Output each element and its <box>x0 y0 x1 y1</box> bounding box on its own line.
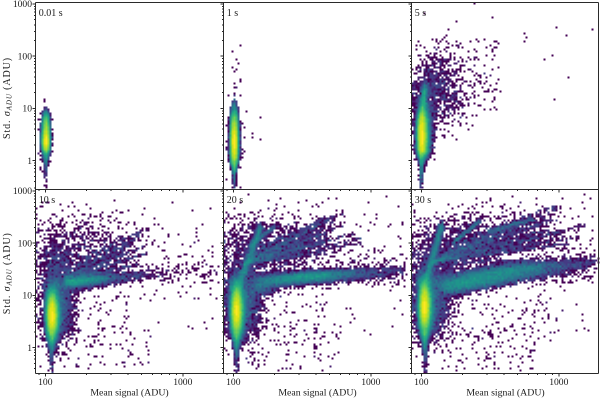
svg-text:Std. σADU (ADU): Std. σADU (ADU) <box>2 232 14 314</box>
svg-text:1: 1 <box>27 343 32 354</box>
svg-text:1000: 1000 <box>173 377 192 388</box>
svg-text:1000: 1000 <box>13 186 32 197</box>
svg-text:1: 1 <box>27 156 32 167</box>
svg-text:100: 100 <box>38 377 53 388</box>
svg-text:100: 100 <box>226 377 241 388</box>
svg-text:Mean signal (ADU): Mean signal (ADU) <box>90 388 168 399</box>
svg-text:Std. σADU (ADU): Std. σADU (ADU) <box>2 57 14 139</box>
svg-text:1000: 1000 <box>13 0 32 10</box>
svg-text:10 s: 10 s <box>39 195 56 206</box>
svg-text:1000: 1000 <box>361 377 380 388</box>
svg-text:30 s: 30 s <box>415 195 432 206</box>
svg-text:1 s: 1 s <box>227 8 239 19</box>
svg-text:10: 10 <box>22 291 32 302</box>
svg-text:100: 100 <box>18 51 33 62</box>
svg-text:100: 100 <box>18 238 33 249</box>
svg-text:10: 10 <box>22 104 32 115</box>
svg-text:1000: 1000 <box>549 377 568 388</box>
svg-text:100: 100 <box>414 377 429 388</box>
svg-text:5 s: 5 s <box>415 8 427 19</box>
svg-text:0.01 s: 0.01 s <box>39 8 63 19</box>
svg-text:Mean signal (ADU): Mean signal (ADU) <box>278 388 356 399</box>
svg-text:20 s: 20 s <box>227 195 244 206</box>
svg-text:Mean signal (ADU): Mean signal (ADU) <box>466 388 544 399</box>
